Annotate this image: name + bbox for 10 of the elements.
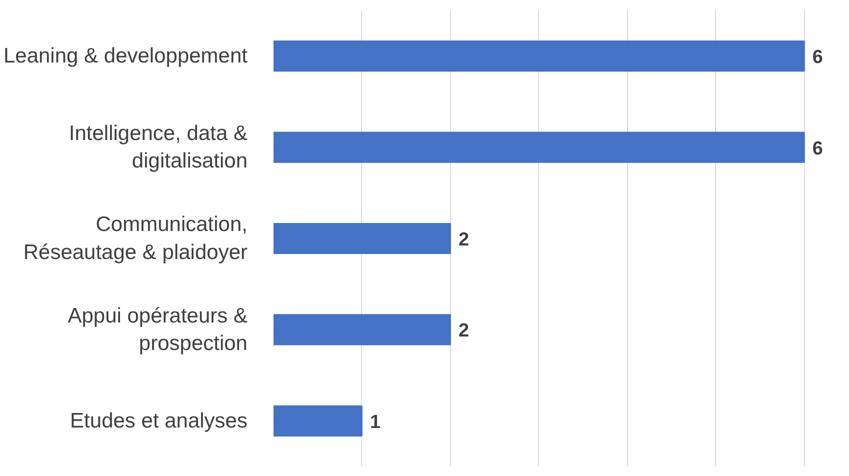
data-label: 2 [458, 230, 470, 250]
y-tick-label: Communication, Réseautage & plaidoyer [23, 213, 248, 264]
y-tick-label: Appui opérateurs & prospection [68, 304, 248, 355]
data-label: 6 [812, 138, 823, 160]
y-tick-label: Intelligence, data & digitalisation [68, 122, 248, 173]
y-tick-label: Leaning & developpement [3, 44, 248, 68]
data-label: 2 [458, 320, 470, 342]
data-label: 1 [370, 412, 381, 433]
y-tick-label: Etudes et analyses [70, 409, 248, 432]
data-label: 6 [812, 47, 823, 68]
